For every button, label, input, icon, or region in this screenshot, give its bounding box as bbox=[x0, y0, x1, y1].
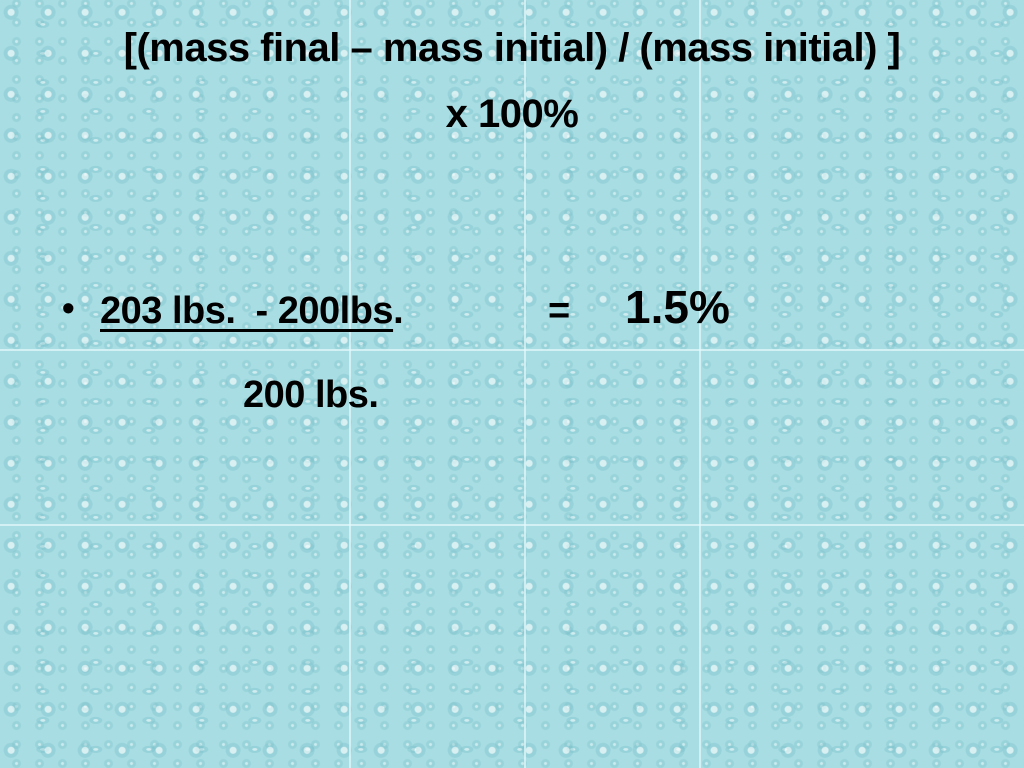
texture-seam bbox=[349, 0, 351, 768]
texture-seam bbox=[699, 0, 701, 768]
title-line: x 100% bbox=[445, 92, 579, 136]
result: 1.5% bbox=[625, 281, 730, 333]
title-line: [(mass final – mass initial) / (mass ini… bbox=[123, 26, 901, 70]
bullet-dot: • bbox=[62, 287, 75, 328]
numerator: 203 lbs. - 200lbs bbox=[100, 290, 394, 332]
numerator-row: 203 lbs. - 200lbs. bbox=[100, 290, 404, 332]
texture-seam bbox=[0, 349, 1024, 351]
texture-seam bbox=[524, 0, 526, 768]
equals-sign: = bbox=[548, 290, 571, 332]
texture-seam bbox=[0, 524, 1024, 526]
numerator-end: . bbox=[393, 290, 404, 332]
denominator: 200 lbs. bbox=[243, 374, 379, 416]
